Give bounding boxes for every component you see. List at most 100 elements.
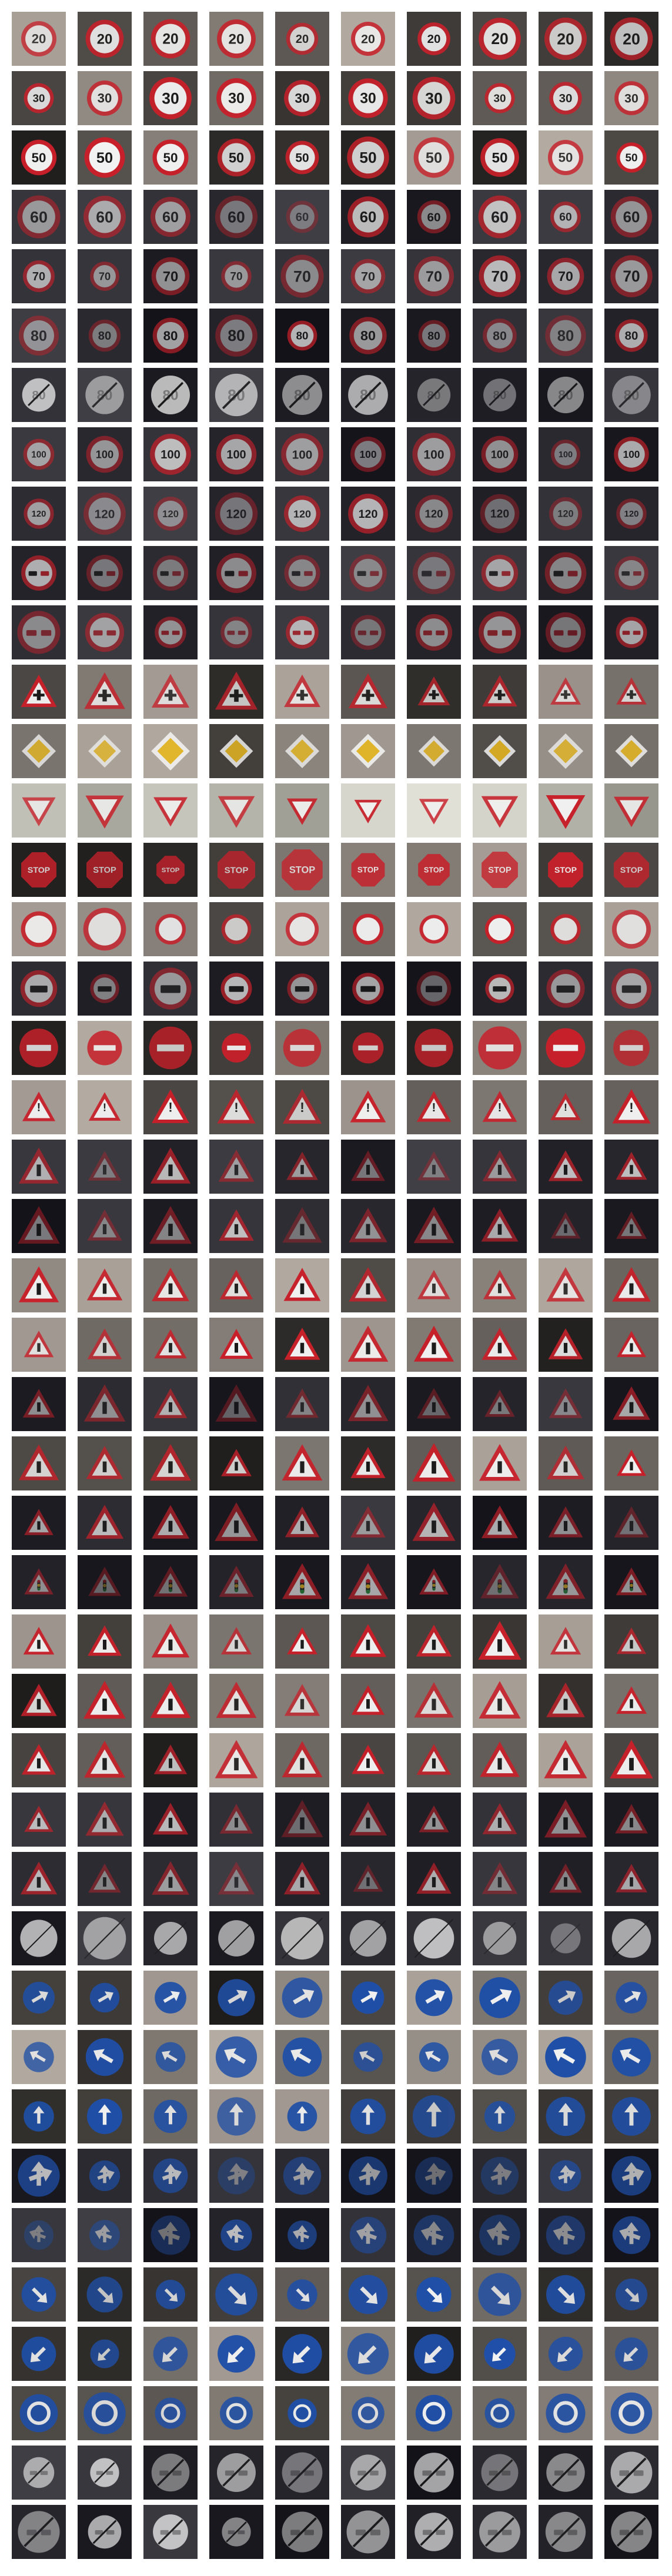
speed-limit-80-sign-icon: 80: [143, 309, 198, 363]
speed-limit-70-sign-icon: 70: [604, 249, 658, 303]
sign-thumbnail: [341, 1793, 395, 1847]
traffic-signals-sign-icon: [341, 1555, 395, 1609]
pedestrians-sign-icon: [539, 1614, 593, 1669]
svg-text:60: 60: [623, 209, 640, 226]
sign-thumbnail: [209, 2149, 263, 2203]
ahead-only-sign-icon: [275, 2089, 329, 2143]
sign-thumbnail: [407, 1021, 461, 1075]
speed-limit-30-sign-icon: 30: [143, 71, 198, 125]
sign-thumbnail: 30: [407, 71, 461, 125]
sign-thumbnail: STOP: [143, 843, 198, 897]
svg-text:50: 50: [32, 150, 46, 165]
speed-limit-50-sign-icon: 50: [275, 130, 329, 185]
sign-thumbnail: [604, 1555, 658, 1609]
sign-thumbnail: [407, 1140, 461, 1194]
sign-thumbnail: 50: [473, 130, 527, 185]
speed-limit-70-sign-icon: 70: [275, 249, 329, 303]
go-straight-or-left-sign-icon: [473, 2208, 527, 2262]
end-no-overtaking-trucks-sign-icon: [12, 2505, 66, 2559]
sign-thumbnail: 60: [275, 190, 329, 244]
slippery-road-sign-icon: [275, 1377, 329, 1431]
sign-thumbnail: [275, 1377, 329, 1431]
sign-thumbnail: [12, 1971, 66, 2025]
sign-thumbnail: [604, 1258, 658, 1312]
end-of-all-limits-sign-icon: [209, 1911, 263, 1965]
keep-left-sign-icon: [604, 2327, 658, 2381]
sign-thumbnail: [78, 1436, 132, 1490]
sign-thumbnail: [143, 1733, 198, 1787]
svg-text:80: 80: [427, 330, 440, 343]
sign-thumbnail: [407, 1911, 461, 1965]
dangerous-curve-right-sign-icon: [209, 1199, 263, 1253]
traffic-signals-sign-icon: [539, 1555, 593, 1609]
sign-thumbnail: [407, 1793, 461, 1847]
sign-thumbnail: [341, 1971, 395, 2025]
sign-thumbnail: 30: [12, 71, 66, 125]
no-overtaking-sign-icon: [539, 546, 593, 600]
road-narrows-sign-icon: [275, 1436, 329, 1490]
sign-thumbnail: STOP: [407, 843, 461, 897]
sign-thumbnail: [604, 1852, 658, 1906]
sign-thumbnail: [143, 1911, 198, 1965]
sign-thumbnail: [473, 665, 527, 719]
speed-limit-30-sign-icon: 30: [275, 71, 329, 125]
slippery-road-sign-icon: [407, 1377, 461, 1431]
traffic-signals-sign-icon: [12, 1555, 66, 1609]
sign-thumbnail: [473, 1021, 527, 1075]
right-of-way-intersection-sign-icon: [539, 665, 593, 719]
sign-thumbnail: [407, 546, 461, 600]
sign-thumbnail: 100: [604, 427, 658, 481]
sign-thumbnail: [341, 2208, 395, 2262]
sign-thumbnail: [407, 1318, 461, 1372]
sign-thumbnail: [539, 2149, 593, 2203]
sign-thumbnail: [12, 1852, 66, 1906]
sign-thumbnail: [604, 1436, 658, 1490]
no-entry-sign-icon: [539, 1021, 593, 1075]
svg-text:!: !: [366, 1101, 370, 1114]
sign-thumbnail: [143, 902, 198, 956]
sign-thumbnail: [143, 1436, 198, 1490]
svg-text:80: 80: [31, 328, 47, 344]
svg-text:STOP: STOP: [488, 866, 511, 875]
svg-text:60: 60: [491, 208, 509, 226]
sign-thumbnail: [143, 1852, 198, 1906]
yield-sign-icon: [341, 783, 395, 838]
sign-thumbnail: 80: [209, 368, 263, 422]
sign-thumbnail: [12, 902, 66, 956]
sign-thumbnail: [473, 1555, 527, 1609]
svg-text:60: 60: [228, 208, 245, 226]
go-straight-or-right-sign-icon: [12, 2149, 66, 2203]
sign-thumbnail: [143, 1674, 198, 1728]
keep-right-sign-icon: [407, 2267, 461, 2322]
no-entry-sign-icon: [341, 1021, 395, 1075]
svg-text:100: 100: [161, 448, 180, 461]
keep-left-sign-icon: [78, 2327, 132, 2381]
double-curve-sign-icon: [604, 1258, 658, 1312]
traffic-signals-sign-icon: [473, 1555, 527, 1609]
svg-text:20: 20: [427, 32, 441, 46]
sign-thumbnail: 70: [275, 249, 329, 303]
speed-limit-20-sign-icon: 20: [341, 12, 395, 66]
double-curve-sign-icon: [539, 1258, 593, 1312]
sign-thumbnail: [12, 2386, 66, 2440]
sign-thumbnail: [539, 1318, 593, 1372]
no-overtaking-trucks-sign-icon: [12, 605, 66, 659]
sign-thumbnail: [143, 1614, 198, 1669]
sign-thumbnail: [143, 783, 198, 838]
road-work-sign-icon: [473, 1496, 527, 1550]
keep-right-sign-icon: [539, 2267, 593, 2322]
wild-animals-crossing-sign-icon: [473, 1852, 527, 1906]
speed-limit-20-sign-icon: 20: [539, 12, 593, 66]
turn-right-ahead-sign-icon: [78, 1971, 132, 2025]
sign-thumbnail: [407, 665, 461, 719]
svg-text:STOP: STOP: [620, 866, 643, 875]
sign-thumbnail: 50: [78, 130, 132, 185]
sign-thumbnail: STOP: [539, 843, 593, 897]
end-no-overtaking-trucks-sign-icon: [143, 2505, 198, 2559]
sign-thumbnail: [604, 1793, 658, 1847]
sign-thumbnail: [78, 2267, 132, 2322]
speed-limit-30-sign-icon: 30: [539, 71, 593, 125]
sign-thumbnail: [78, 605, 132, 659]
sign-thumbnail: [539, 1258, 593, 1312]
sign-thumbnail: [209, 783, 263, 838]
